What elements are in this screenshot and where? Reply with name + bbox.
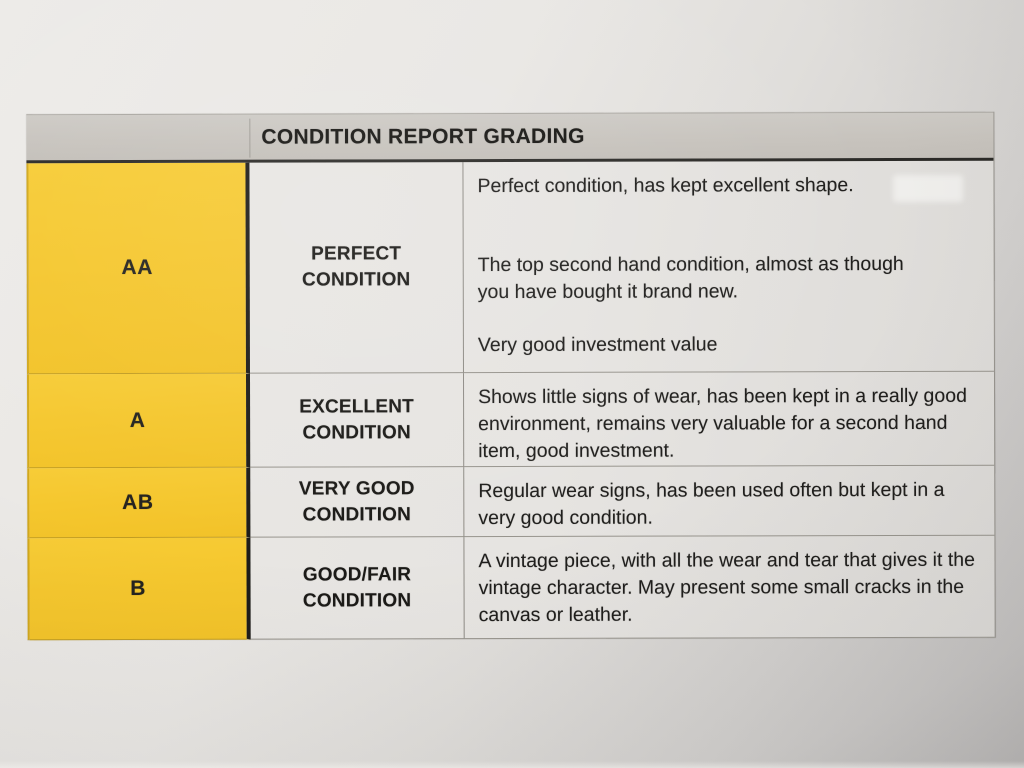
table-title: CONDITION REPORT GRADING <box>261 124 585 149</box>
label-cell-perfect-condition: PERFECT CONDITION <box>249 162 464 374</box>
label-cell-very-good-condition: VERY GOOD CONDITION <box>250 467 465 538</box>
description-cell-a: Shows little signs of wear, has been kep… <box>463 371 995 468</box>
description-paragraph: The top second hand condition, almost as… <box>477 252 904 304</box>
paper-bottom-edge <box>0 761 1024 768</box>
description-paragraph: Very good investment value <box>477 333 718 357</box>
table-header-bar: CONDITION REPORT GRADING <box>26 111 994 164</box>
description-cell-ab: Regular wear signs, has been used often … <box>464 465 995 538</box>
grade-cell-b: B <box>27 537 251 641</box>
grade-cell-a: A <box>26 373 251 469</box>
description-paragraph: Regular wear signs, has been used often … <box>478 478 945 530</box>
description-paragraph: A vintage piece, with all the wear and t… <box>478 548 975 627</box>
grade-cell-aa: AA <box>26 162 250 375</box>
grade-cell-ab: AB <box>27 467 251 539</box>
condition-grading-table: CONDITION REPORT GRADING AA PERFECT COND… <box>26 111 996 641</box>
label-cell-good-fair-condition: GOOD/FAIR CONDITION <box>250 537 465 640</box>
description-cell-aa: Perfect condition, has kept excellent sh… <box>463 160 994 374</box>
description-paragraph: Shows little signs of wear, has been kep… <box>478 384 967 463</box>
description-paragraph: Perfect condition, has kept excellent sh… <box>477 174 854 198</box>
label-cell-excellent-condition: EXCELLENT CONDITION <box>249 373 465 468</box>
description-cell-b: A vintage piece, with all the wear and t… <box>464 535 995 640</box>
